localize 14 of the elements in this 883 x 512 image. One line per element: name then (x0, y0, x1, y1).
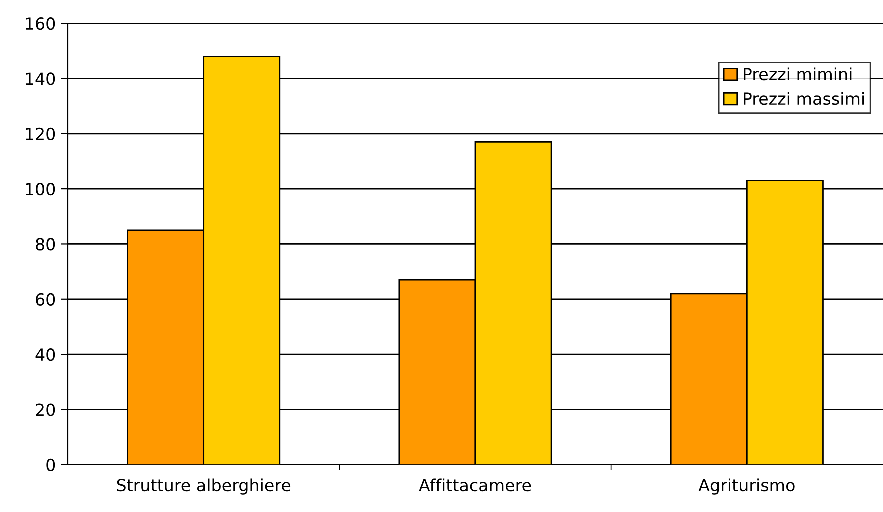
y-tick-label: 80 (36, 238, 56, 251)
legend-label: Prezzi mimini (744, 68, 852, 81)
y-tick-label: 140 (26, 72, 56, 86)
y-tick-label: 20 (36, 404, 56, 416)
y-tick-label: 120 (26, 128, 56, 140)
x-tick-label: Affittacamere (419, 478, 532, 492)
y-tick-label: 0 (46, 458, 56, 472)
legend-label: Prezzi massimi (744, 92, 864, 106)
y-tick-label: 60 (36, 293, 56, 306)
y-tick-label: 40 (36, 348, 56, 362)
y-tick-label: 160 (26, 18, 56, 30)
x-tick-label: Agriturismo (698, 478, 795, 495)
x-tick-label: Strutture alberghiere (117, 478, 291, 495)
y-tick-label: 100 (26, 183, 56, 196)
